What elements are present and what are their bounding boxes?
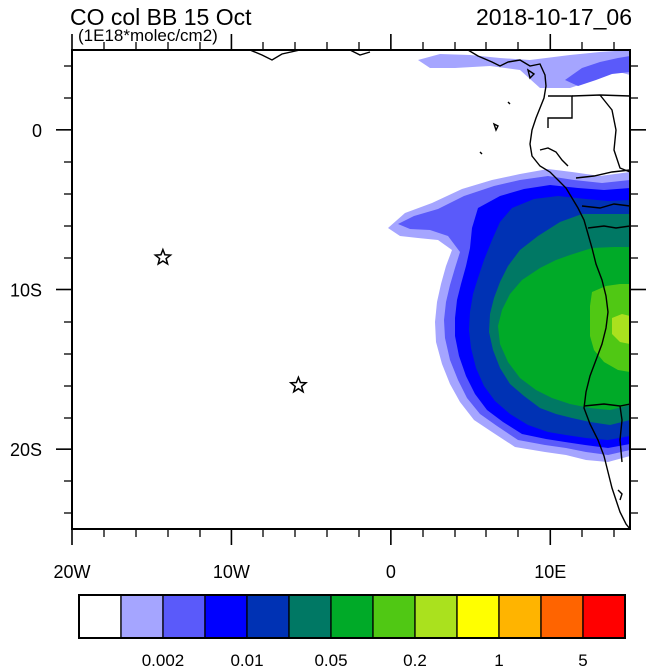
y-tick-label: 0 (32, 121, 42, 141)
colorbar-swatch (204, 594, 248, 639)
colorbar: 0.002 0.01 0.05 0.2 1 5 (78, 594, 626, 667)
units-label: (1E18*molec/cm2) (78, 26, 218, 45)
colorbar-swatch (456, 594, 500, 639)
station-star-icon (153, 247, 173, 266)
x-tick-label: 10W (213, 562, 250, 582)
colorbar-swatch (162, 594, 206, 639)
plume-band-6 (498, 247, 630, 410)
minor-ticks (64, 42, 638, 537)
plume-north-core (565, 56, 630, 86)
axes: 20W 10W 0 10E 0 10S 20S (10, 34, 646, 582)
colorbar-swatch (498, 594, 542, 639)
colorbar-swatch (330, 594, 374, 639)
x-tick-label: 0 (386, 562, 396, 582)
colorbar-label: 0.002 (142, 651, 185, 667)
colorbar-swatch (120, 594, 164, 639)
co-plume-field (388, 50, 630, 462)
colorbar-label: 0.2 (403, 651, 427, 667)
x-tick-label: 20W (53, 562, 90, 582)
colorbar-swatch (288, 594, 332, 639)
colorbar-label: 1 (494, 651, 503, 667)
colorbar-swatch (414, 594, 458, 639)
colorbar-swatch (372, 594, 416, 639)
colorbar-frame (78, 594, 626, 639)
markers (153, 247, 308, 394)
colorbar-label: 0.01 (230, 651, 263, 667)
y-tick-label: 10S (10, 281, 42, 301)
colorbar-label: 0.05 (314, 651, 347, 667)
colorbar-swatch (540, 594, 584, 639)
colorbar-label: 5 (578, 651, 587, 667)
station-star-icon (288, 375, 308, 394)
colorbar-swatch (246, 594, 290, 639)
x-tick-label: 10E (534, 562, 566, 582)
plume-band-8 (612, 314, 630, 344)
colorbar-swatch (78, 594, 122, 639)
y-tick-label: 20S (10, 440, 42, 460)
coastline (249, 50, 630, 529)
map-title: CO col BB 15 Oct (70, 4, 252, 30)
valid-datetime: 2018-10-17_06 (475, 4, 632, 30)
colorbar-swatch (582, 594, 626, 639)
